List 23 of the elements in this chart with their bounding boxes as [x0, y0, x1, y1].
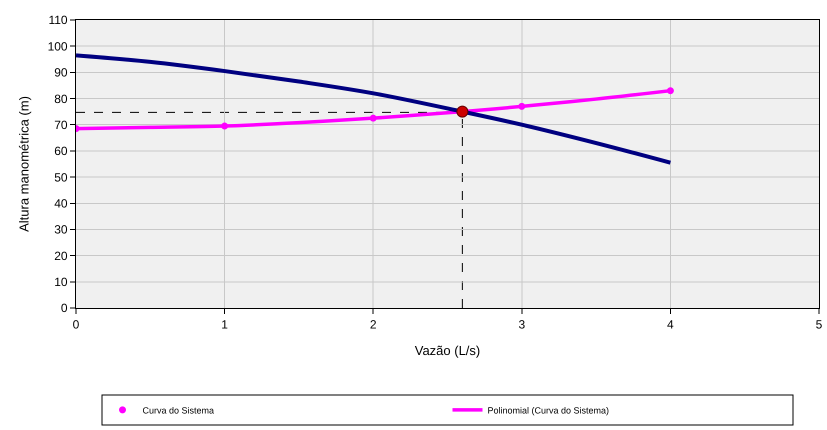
y-tick-label: 70 — [54, 118, 68, 132]
y-tick-label: 90 — [54, 66, 68, 80]
y-tick-label: 60 — [54, 144, 68, 158]
x-axis-title: Vazão (L/s) — [414, 343, 480, 358]
legend-label: Curva do Sistema — [142, 405, 214, 416]
x-tick-label: 3 — [518, 317, 526, 332]
x-tick-label: 2 — [370, 317, 377, 332]
y-tick-label: 50 — [54, 170, 68, 184]
y-tick-label: 40 — [54, 196, 68, 210]
y-tick-label: 100 — [48, 39, 68, 54]
point — [456, 106, 468, 118]
y-tick-label: 110 — [48, 13, 68, 28]
y-tick-label: 0 — [60, 301, 68, 316]
x-tick-label: 5 — [816, 317, 823, 332]
x-tick-label: 4 — [667, 317, 674, 332]
x-tick-label: 1 — [221, 317, 228, 332]
y-tick-label: 10 — [54, 275, 68, 290]
x-tick-label: 0 — [72, 317, 80, 332]
legend-label: Polinomial (Curva do Sistema) — [488, 405, 610, 416]
y-tick-label: 20 — [54, 248, 68, 263]
y-axis-title: Altura manométrica (m) — [16, 96, 32, 232]
y-tick-label: 80 — [54, 92, 68, 106]
y-tick-label: 30 — [54, 222, 68, 237]
